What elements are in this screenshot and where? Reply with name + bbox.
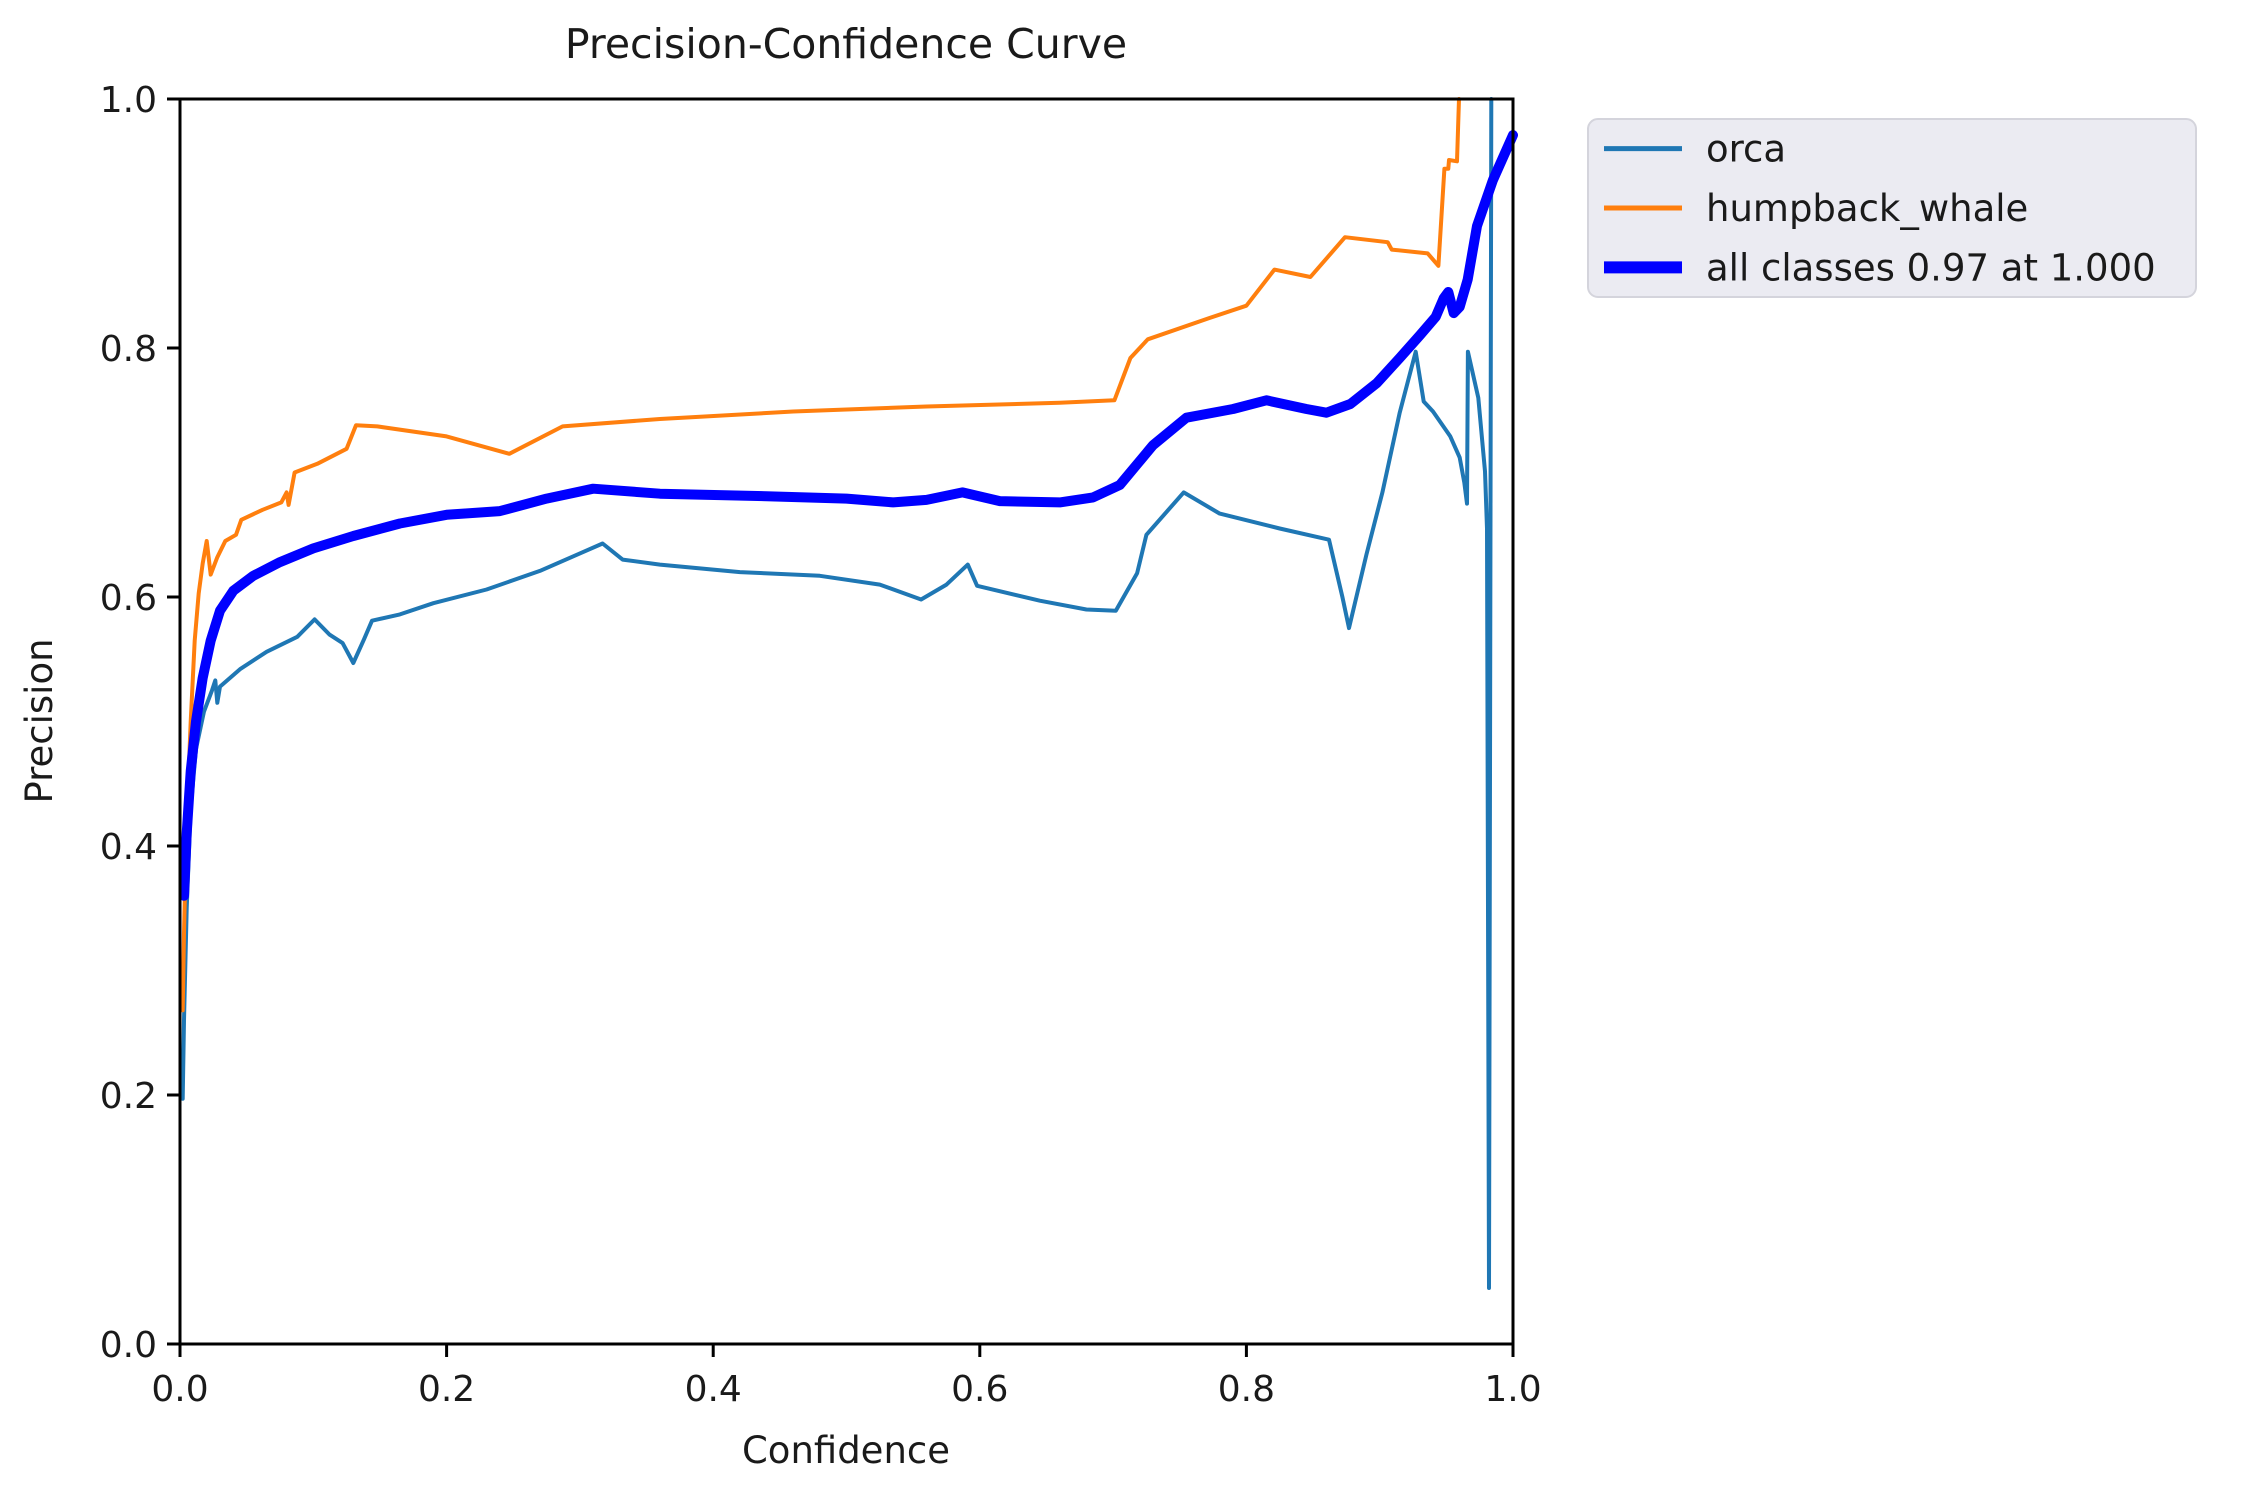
y-tick-label: 0.8 [100, 329, 157, 370]
series-layer [179, 97, 1518, 1290]
x-tick-label: 0.2 [418, 1369, 475, 1410]
legend-label: all classes 0.97 at 1.000 [1706, 246, 2156, 289]
series-line-humpback_whale [180, 97, 1461, 1013]
y-tick-label: 0.6 [100, 578, 157, 619]
x-tick-label: 0.8 [1218, 1369, 1275, 1410]
x-axis-label: Confidence [742, 1429, 950, 1472]
x-tick-label: 0.6 [951, 1369, 1008, 1410]
y-tick-label: 0.2 [100, 1076, 157, 1117]
y-tick-label: 1.0 [100, 80, 157, 121]
plot-border [178, 97, 1515, 1346]
chart-title: Precision-Confidence Curve [565, 20, 1127, 68]
legend-label: humpback_whale [1706, 187, 2028, 230]
y-axis-label: Precision [18, 638, 61, 803]
x-tick-label: 0.4 [685, 1369, 742, 1410]
x-tick-label: 1.0 [1484, 1369, 1541, 1410]
series-line-orca [180, 97, 1494, 1290]
legend-box [1587, 118, 2197, 298]
series-line-all-classes [179, 130, 1518, 901]
y-tick-label: 0.4 [100, 827, 157, 868]
axes-layer: 0.0 0.2 0.4 0.6 0.8 1.0 0.0 0.2 0.4 0.6 0.8 1.0 [100, 80, 1542, 1410]
legend-label: orca [1706, 128, 1786, 171]
x-tick-label: 0.0 [151, 1369, 208, 1410]
y-tick-label: 0.0 [100, 1325, 157, 1366]
